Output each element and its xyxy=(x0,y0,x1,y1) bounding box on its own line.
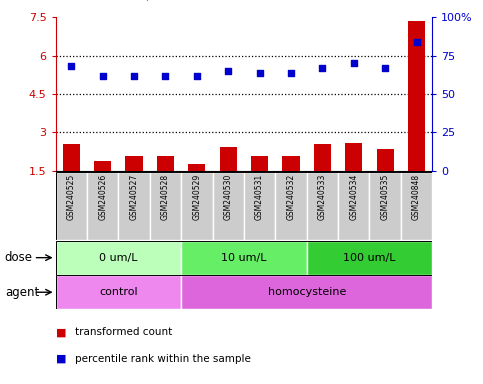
Text: 10 um/L: 10 um/L xyxy=(221,253,267,263)
Text: GSM240530: GSM240530 xyxy=(224,174,233,220)
Bar xyxy=(181,241,307,275)
Bar xyxy=(213,172,244,240)
Bar xyxy=(307,172,338,240)
Text: GSM240526: GSM240526 xyxy=(98,174,107,220)
Bar xyxy=(408,21,425,171)
Text: GSM240525: GSM240525 xyxy=(67,174,76,220)
Bar xyxy=(283,156,299,171)
Bar xyxy=(244,172,275,240)
Text: control: control xyxy=(99,287,138,297)
Point xyxy=(319,65,327,71)
Bar xyxy=(56,241,181,275)
Point xyxy=(224,68,232,74)
Point xyxy=(287,70,295,76)
Bar xyxy=(401,172,432,240)
Point xyxy=(193,73,201,79)
Bar xyxy=(150,172,181,240)
Text: GDS3413 / 350036: GDS3413 / 350036 xyxy=(80,0,206,2)
Point xyxy=(382,65,389,71)
Bar xyxy=(377,149,394,171)
Bar xyxy=(94,161,111,171)
Bar xyxy=(157,156,174,171)
Bar xyxy=(314,144,331,171)
Text: dose: dose xyxy=(5,251,33,264)
Point xyxy=(99,73,107,79)
Bar xyxy=(56,275,181,309)
Bar xyxy=(338,172,369,240)
Bar xyxy=(369,172,401,240)
Bar xyxy=(220,147,237,171)
Text: homocysteine: homocysteine xyxy=(268,287,346,297)
Text: transformed count: transformed count xyxy=(75,327,172,337)
Text: ■: ■ xyxy=(56,354,66,364)
Point xyxy=(256,70,264,76)
Bar xyxy=(181,172,213,240)
Point xyxy=(130,73,138,79)
Bar xyxy=(345,143,362,171)
Text: GSM240535: GSM240535 xyxy=(381,174,390,220)
Text: percentile rank within the sample: percentile rank within the sample xyxy=(75,354,251,364)
Text: GSM240528: GSM240528 xyxy=(161,174,170,220)
Point xyxy=(68,63,75,70)
Text: agent: agent xyxy=(5,286,39,299)
Text: 0 um/L: 0 um/L xyxy=(99,253,138,263)
Text: GSM240533: GSM240533 xyxy=(318,174,327,220)
Text: GSM240848: GSM240848 xyxy=(412,174,421,220)
Point xyxy=(161,73,170,79)
Text: GSM240527: GSM240527 xyxy=(129,174,139,220)
Bar xyxy=(275,172,307,240)
Bar xyxy=(63,144,80,171)
Bar xyxy=(118,172,150,240)
Bar xyxy=(181,275,432,309)
Bar xyxy=(307,241,432,275)
Point xyxy=(412,39,420,45)
Bar xyxy=(188,164,205,171)
Text: GSM240532: GSM240532 xyxy=(286,174,296,220)
Text: ■: ■ xyxy=(56,327,66,337)
Bar xyxy=(251,156,268,171)
Point xyxy=(350,60,357,66)
Text: GSM240534: GSM240534 xyxy=(349,174,358,220)
Bar xyxy=(126,156,142,171)
Text: GSM240531: GSM240531 xyxy=(255,174,264,220)
Text: GSM240529: GSM240529 xyxy=(192,174,201,220)
Bar xyxy=(87,172,118,240)
Text: 100 um/L: 100 um/L xyxy=(343,253,396,263)
Bar xyxy=(56,172,87,240)
